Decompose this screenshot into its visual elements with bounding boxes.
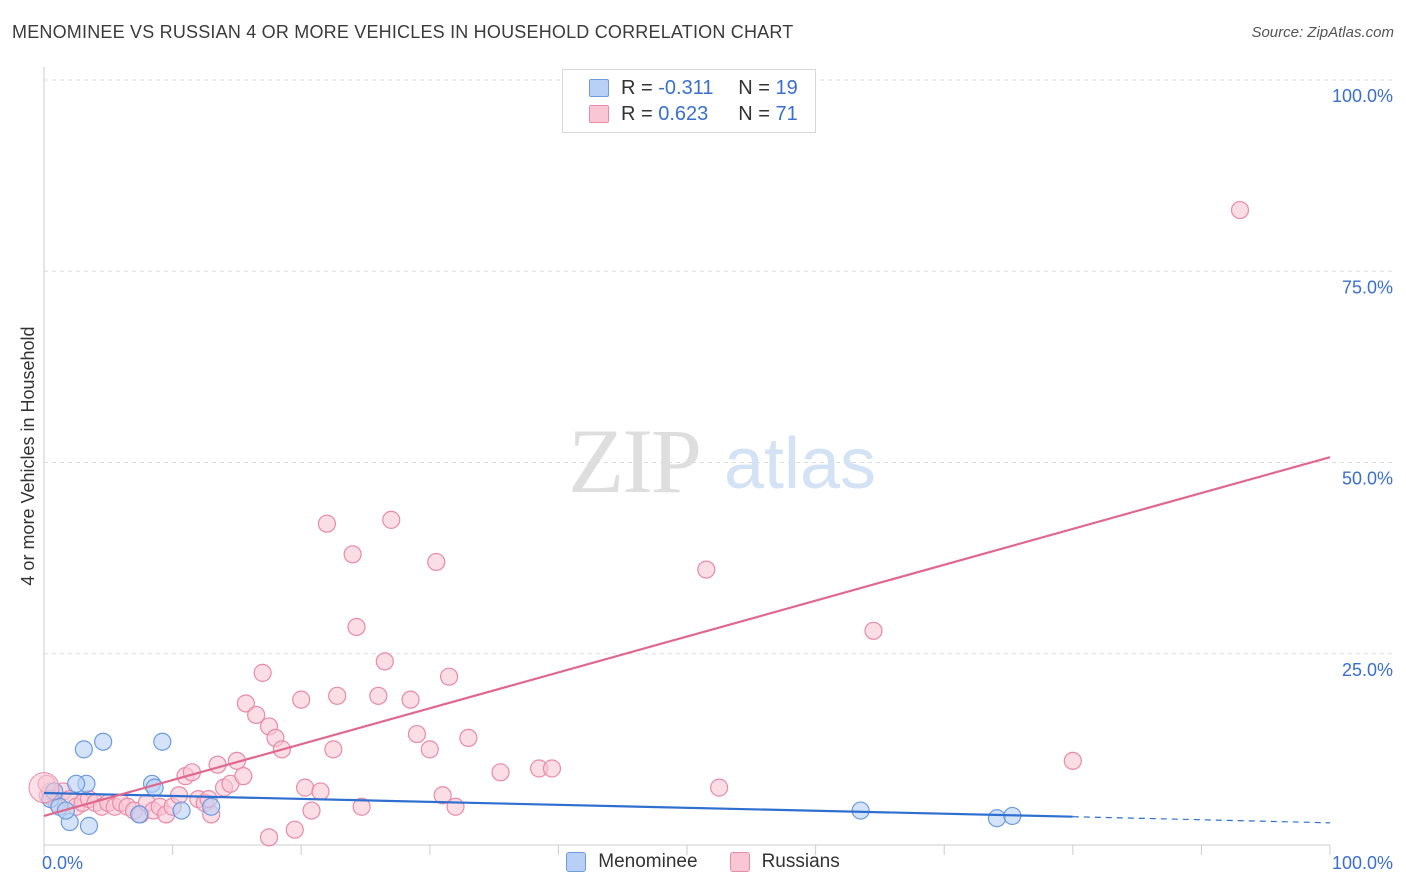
russians-point <box>710 778 729 797</box>
x-tick-label: 0.0% <box>42 853 83 873</box>
russians-point <box>292 690 311 709</box>
menominee-trend-line <box>43 791 1073 818</box>
menominee-legend-swatch <box>566 852 587 872</box>
russians-point <box>382 510 401 529</box>
russians-point <box>420 740 439 759</box>
menominee-point <box>74 740 93 759</box>
chart-title: MENOMINEE VS RUSSIAN 4 OR MORE VEHICLES … <box>12 22 794 42</box>
menominee-point <box>67 774 86 793</box>
russians-point <box>247 705 266 725</box>
russians-point <box>208 755 227 774</box>
x-tick-label: 100.0% <box>1332 853 1393 873</box>
stats-row-russians: R = 0.623 N = 71 <box>589 102 798 126</box>
russians-point <box>491 763 510 782</box>
menominee-swatch <box>589 79 609 97</box>
menominee-point <box>94 732 113 751</box>
y-tick-label: 50.0% <box>1342 469 1393 489</box>
menominee-point <box>202 797 221 816</box>
r-label: R = <box>621 102 653 125</box>
r-label: R = <box>621 76 653 99</box>
russians-point <box>459 728 478 748</box>
legend-item-russians: Russians <box>729 851 840 873</box>
russians-point <box>401 690 420 709</box>
y-axis-label: 4 or more Vehicles in Household <box>18 326 38 585</box>
russians-point <box>343 545 362 564</box>
russians-point <box>295 778 315 797</box>
russians-swatch <box>589 105 609 123</box>
russians-point <box>259 828 279 847</box>
menominee-point <box>130 805 149 824</box>
russians-point <box>439 667 459 686</box>
russians-point <box>446 797 465 816</box>
russians-point <box>347 617 366 637</box>
russians-point <box>324 740 343 759</box>
russians-point <box>317 514 337 533</box>
menominee-point <box>153 732 172 751</box>
russians-point <box>352 797 371 816</box>
y-tick-label: 100.0% <box>1332 86 1393 106</box>
legend-label-menominee: Menominee <box>598 851 698 872</box>
source-label: Source: ZipAtlas.com <box>1251 24 1394 41</box>
grid-layer <box>44 79 1395 655</box>
axis-layer: 25.0% 50.0% 75.0% 100.0% 0.0% 100.0% <box>42 67 1393 873</box>
watermark: ZIP atlas <box>568 410 876 512</box>
stats-legend: R = -0.311 N = 19 R = 0.623 N = 71 <box>562 69 816 133</box>
russians-point <box>328 686 347 705</box>
russians-point <box>1063 751 1082 770</box>
watermark-zip: ZIP <box>568 410 700 512</box>
y-tick-label: 75.0% <box>1342 277 1393 297</box>
russians-point <box>864 621 883 640</box>
russians-point <box>28 772 60 804</box>
r-value: 0.623 <box>658 102 709 125</box>
russians-point <box>302 801 321 820</box>
trend-layer <box>43 456 1331 824</box>
n-label: N = <box>738 102 770 125</box>
russians-point <box>427 552 446 572</box>
menominee-point <box>987 809 1007 828</box>
legend-label-russians: Russians <box>761 851 840 872</box>
russians-point <box>236 694 256 713</box>
russians-point <box>407 724 427 744</box>
russians-point <box>369 686 388 705</box>
points-layer <box>28 200 1250 847</box>
watermark-atlas: atlas <box>724 424 876 504</box>
russians-point <box>433 786 452 805</box>
r-value: -0.311 <box>658 76 714 99</box>
russians-point <box>542 759 562 778</box>
legend-item-menominee: Menominee <box>566 851 698 873</box>
russians-point <box>311 782 330 801</box>
russians-point <box>697 560 716 579</box>
stats-row-menominee: R = -0.311 N = 19 <box>589 76 798 100</box>
russians-trend-line <box>43 456 1331 817</box>
n-value: 71 <box>775 102 798 125</box>
russians-point <box>285 820 304 839</box>
series-legend: Menominee Russians <box>0 851 1406 873</box>
n-value: 19 <box>775 76 798 99</box>
russians-point <box>234 767 253 786</box>
menominee-point <box>172 801 191 820</box>
y-tick-label: 25.0% <box>1342 660 1393 680</box>
russians-point <box>253 663 272 682</box>
menominee-trend-extension <box>1072 816 1331 824</box>
russians-point <box>375 652 394 671</box>
russians-point <box>1230 200 1250 220</box>
n-label: N = <box>738 76 770 99</box>
russians-legend-swatch <box>729 852 750 872</box>
menominee-point <box>79 816 99 835</box>
